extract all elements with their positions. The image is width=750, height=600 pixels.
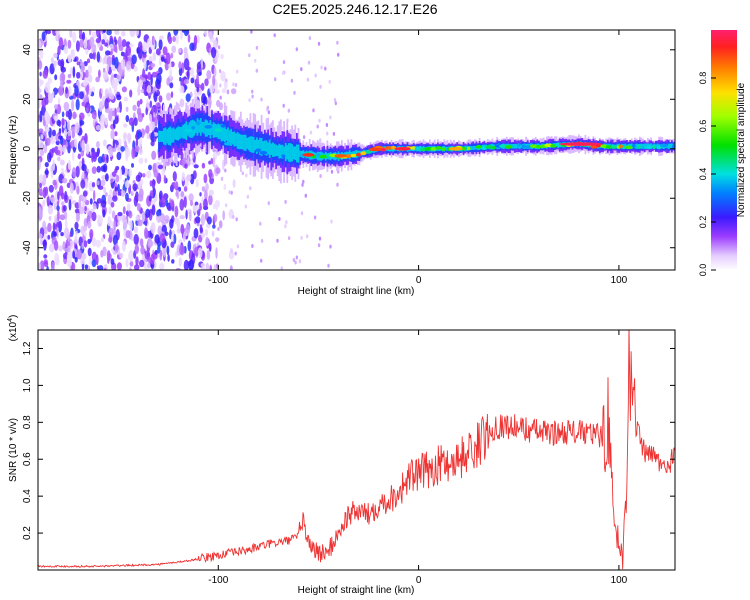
snr-ytick-label: 0.2	[22, 526, 33, 540]
figure-title: C2E5.2025.246.12.17.E26	[272, 1, 437, 17]
spectrogram-xtick-label: 0	[416, 275, 422, 286]
spectrogram-ytick-label: 20	[22, 93, 33, 105]
spectrogram-panel: -100 0 100 -40 -20 0 20 40 Height of straight l…	[8, 29, 676, 297]
spectrogram-xtick-label: -100	[208, 275, 228, 286]
colorbar-gradient	[711, 30, 737, 270]
colorbar-tick-label: 0.4	[698, 168, 708, 181]
colorbar-label: Normalized spectral amplitude	[736, 82, 747, 217]
snr-ytick-label: 0.6	[22, 452, 33, 466]
spectrogram-ytick-label: 0	[22, 146, 33, 152]
spectrogram-data	[38, 30, 675, 270]
spectrogram-ytick-label: -40	[22, 240, 33, 255]
colorbar-tick-label: 0.0	[698, 264, 708, 277]
snr-axes: -100 0 100 0.2 0.4 0.6 0.8 1.0 1.2	[22, 330, 675, 586]
snr-ytick-label: 0.4	[22, 489, 33, 503]
snr-frame	[37, 329, 676, 571]
snr-scale-label: (x104)	[7, 315, 19, 342]
spectrogram-xlabel: Height of straight line (km)	[298, 286, 415, 297]
snr-xtick-label: 0	[416, 575, 422, 586]
spectrogram-axes: -100 0 100 -40 -20 0 20 40	[22, 30, 675, 286]
colorbar-tick-label: 0.6	[698, 120, 708, 133]
spectrogram-xtick-label: 100	[611, 275, 628, 286]
snr-xtick-label: -100	[208, 575, 228, 586]
snr-panel: -100 0 100 0.2 0.4 0.6 0.8 1.0 1.2 Height of str…	[7, 315, 676, 596]
colorbar-ticks: 0.0 0.2 0.4 0.6 0.8	[698, 72, 716, 277]
snr-xlabel: Height of straight line (km)	[298, 585, 415, 596]
colorbar-tick-label: 0.8	[698, 72, 708, 85]
colorbar: 0.0 0.2 0.4 0.6 0.8 Normalized spectral ampl…	[698, 30, 747, 276]
snr-line	[38, 330, 675, 570]
spectrogram-ylabel: Frequency (Hz)	[8, 116, 19, 185]
snr-ytick-label: 0.8	[22, 415, 33, 429]
spectrogram-ytick-label: -20	[22, 191, 33, 206]
snr-ytick-label: 1.2	[22, 341, 33, 355]
snr-ylabel: SNR (10 * v/v)	[8, 418, 19, 482]
spectrogram-frame	[37, 29, 676, 271]
snr-xtick-label: 100	[611, 575, 628, 586]
colorbar-tick-label: 0.2	[698, 216, 708, 229]
snr-ytick-label: 1.0	[22, 378, 33, 392]
spectrogram-ytick-label: 40	[22, 44, 33, 56]
